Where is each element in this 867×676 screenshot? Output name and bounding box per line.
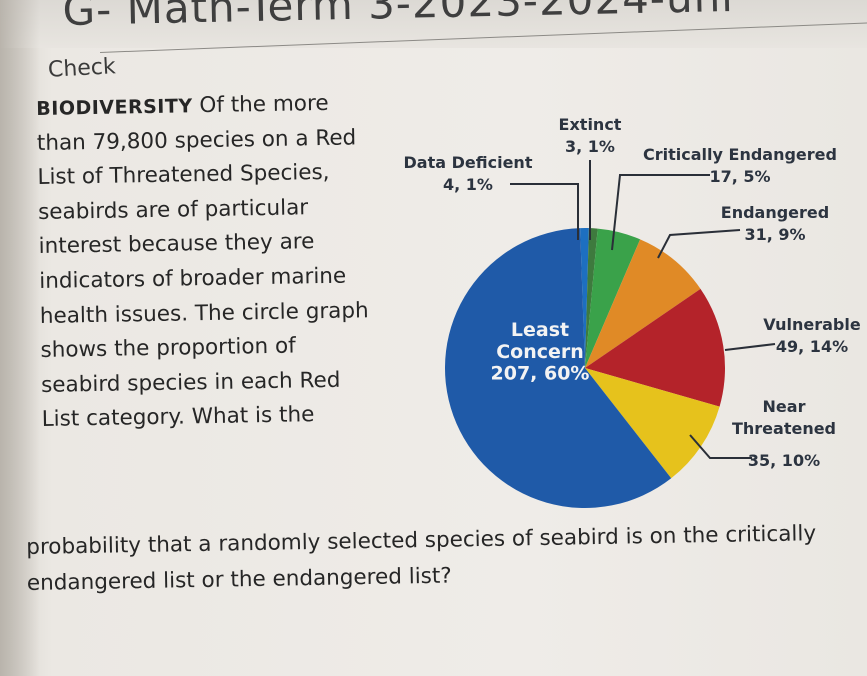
slice-label-data-deficient: Data Deficient [404,153,533,172]
slice-label-critically-endangered: Critically Endangered [643,145,837,164]
pie-slice-vulnerable [585,288,726,407]
slice-label-vulnerable: Vulnerable [763,315,860,334]
page-edge-shadow [0,0,40,676]
slice-value-critically-endangered: 17, 5% [709,167,770,186]
leader-vulnerable [724,343,776,351]
problem-lead: BIODIVERSITY [36,95,193,120]
leader-lines [510,160,776,459]
question-text: probability that a randomly selected spe… [26,521,817,596]
pie-slice-least-concern [444,228,672,509]
slice-label-near-threatened: Near [763,397,806,416]
pie-slice-data-deficient [580,227,589,368]
leader-critically-endangered [611,174,710,251]
slice-value-extinct: 3, 1% [565,137,615,156]
slice-label-least-concern: Least Concern 207, 60% [491,319,590,385]
pie-slices [444,227,726,509]
slice-value-data-deficient: 4, 1% [443,175,493,194]
leader-near-threatened [689,434,752,459]
slice-label-endangered: Endangered [721,203,829,222]
section-label: Check [47,54,117,83]
leader-data-deficient [510,183,579,240]
slice-value-vulnerable: 49, 14% [776,337,848,356]
pie-slice-endangered [585,239,701,368]
slice-value-near-threatened: 35, 10% [748,451,820,470]
slice-value-endangered: 31, 9% [744,225,805,244]
slice-label-near-threatened-2: Threatened [732,419,836,438]
slice-label-extinct: Extinct [559,115,622,134]
problem-body: Of the more than 79,800 species on a Red… [36,90,369,433]
leader-endangered [657,229,741,259]
problem-text: BIODIVERSITY Of the more than 79,800 spe… [36,86,382,438]
slice-labels: Least Concern 207, 60% Data Deficient 4, 1% E… [404,115,860,470]
page-header-strip [0,0,867,48]
pie-chart: Least Concern 207, 60% Data Deficient 4, 1% E… [404,115,860,509]
pie-slice-critically-endangered [585,228,641,368]
pie-slice-extinct [585,228,598,368]
pie-slice-near-threatened [585,368,720,479]
